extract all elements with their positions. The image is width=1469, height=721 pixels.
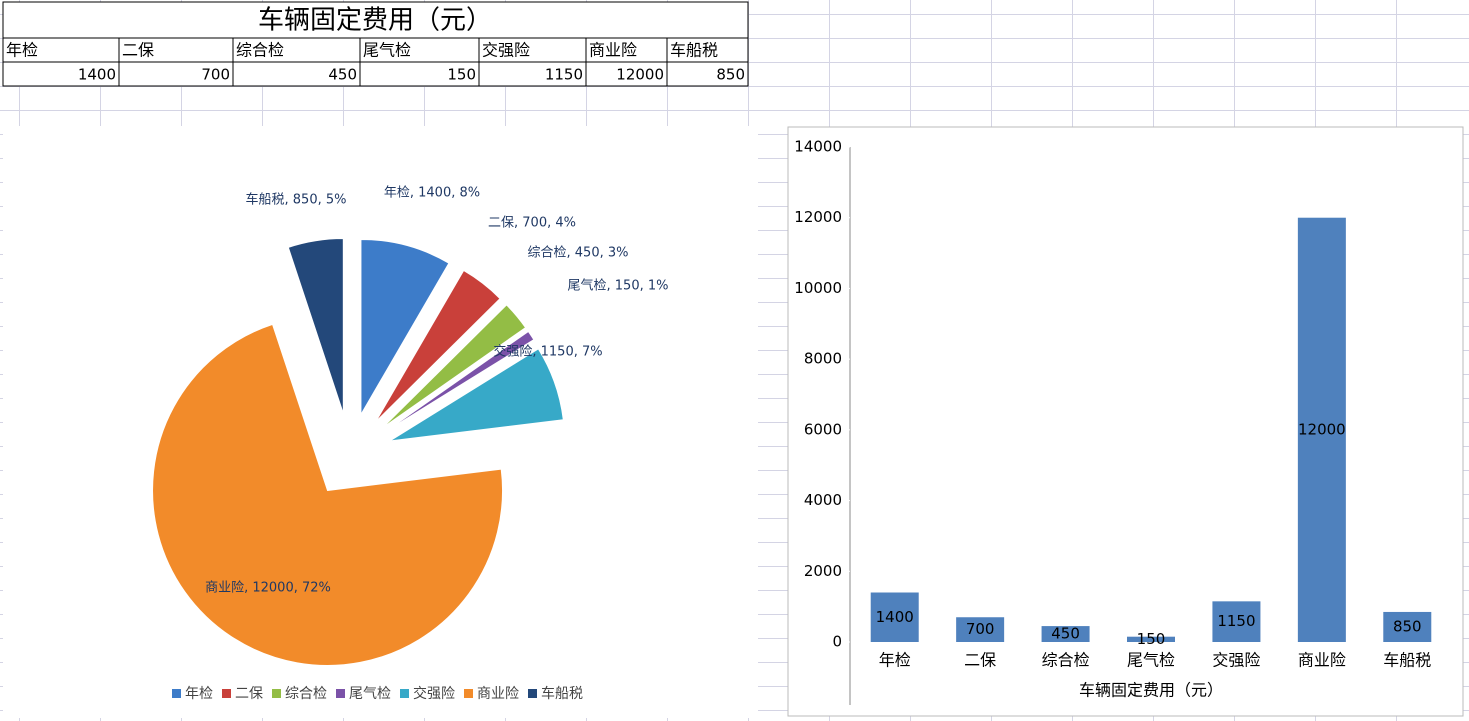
pie-slice — [287, 238, 344, 414]
x-tick-label: 年检 — [879, 651, 911, 670]
pie-slice — [152, 323, 504, 666]
table-frame — [2, 1, 749, 87]
legend-swatch — [172, 689, 181, 698]
data-label: 1400 — [876, 608, 914, 626]
legend-label: 二保 — [235, 686, 263, 702]
bar — [870, 592, 919, 642]
table-header: 综合检 — [236, 41, 284, 60]
pie-slice — [381, 304, 527, 429]
y-tick-label: 12000 — [794, 208, 842, 226]
y-tick-label: 14000 — [794, 138, 842, 156]
legend-label: 尾气检 — [349, 686, 391, 702]
pie-slice — [384, 330, 535, 433]
legend-label: 综合检 — [285, 686, 327, 702]
x-tick-label: 商业险 — [1298, 651, 1346, 670]
data-label: 850 — [1393, 617, 1422, 635]
x-axis-title: 车辆固定费用（元） — [1079, 681, 1223, 700]
table-cell: 12000 — [616, 66, 664, 84]
table-header: 尾气检 — [363, 41, 411, 60]
legend-swatch — [528, 689, 537, 698]
data-label: 综合检, 450, 3% — [528, 246, 629, 261]
data-label: 商业险, 12000, 72% — [205, 581, 331, 596]
bar — [1041, 626, 1090, 642]
data-label: 150 — [1137, 630, 1166, 648]
x-tick-label: 二保 — [964, 651, 996, 670]
table-cell: 150 — [447, 66, 476, 84]
table-cell: 1150 — [545, 66, 583, 84]
y-tick-label: 6000 — [804, 420, 842, 438]
table-title: 车辆固定费用（元） — [258, 6, 492, 36]
table-header: 商业险 — [589, 41, 637, 60]
data-label: 1150 — [1217, 612, 1255, 630]
table-cell: 850 — [716, 66, 745, 84]
data-label: 450 — [1051, 625, 1080, 643]
legend-label: 商业险 — [477, 686, 519, 702]
pie-slice — [375, 269, 501, 423]
table-cell: 700 — [201, 66, 230, 84]
data-label: 交强险, 1150, 7% — [493, 344, 602, 360]
pie-slice — [360, 238, 450, 417]
bar — [1212, 601, 1261, 642]
data-label: 车船税, 850, 5% — [246, 192, 347, 208]
data-label: 12000 — [1298, 420, 1346, 438]
bar — [956, 617, 1005, 642]
bar — [1383, 611, 1432, 642]
bar — [1297, 217, 1346, 642]
data-label: 二保, 700, 4% — [488, 216, 576, 231]
legend-label: 年检 — [185, 686, 213, 702]
data-label: 尾气检, 150, 1% — [568, 278, 669, 294]
y-tick-label: 10000 — [794, 279, 842, 297]
table-cell: 450 — [328, 66, 357, 84]
legend-swatch — [400, 689, 409, 698]
pie-slice — [389, 348, 564, 442]
y-tick-label: 4000 — [804, 491, 842, 509]
legend-swatch — [336, 689, 345, 698]
legend-swatch — [272, 689, 281, 698]
x-tick-label: 综合检 — [1042, 651, 1090, 670]
table-cell: 1400 — [78, 66, 116, 84]
legend-label: 车船税 — [541, 685, 583, 702]
x-tick-label: 交强险 — [1212, 651, 1260, 670]
table-header: 二保 — [122, 41, 154, 60]
legend-label: 交强险 — [413, 685, 455, 702]
table-header: 交强险 — [482, 41, 530, 60]
data-label: 700 — [966, 620, 995, 638]
bar — [1127, 636, 1175, 642]
y-tick-label: 0 — [832, 633, 842, 651]
legend-swatch — [464, 689, 473, 698]
data-label: 年检, 1400, 8% — [384, 186, 480, 201]
table-header: 年检 — [6, 41, 38, 60]
legend-swatch — [222, 689, 231, 698]
y-tick-label: 2000 — [804, 562, 842, 580]
table-header: 车船税 — [670, 41, 718, 60]
y-tick-label: 8000 — [804, 350, 842, 368]
x-tick-label: 车船税 — [1383, 651, 1431, 670]
x-tick-label: 尾气检 — [1127, 651, 1175, 670]
